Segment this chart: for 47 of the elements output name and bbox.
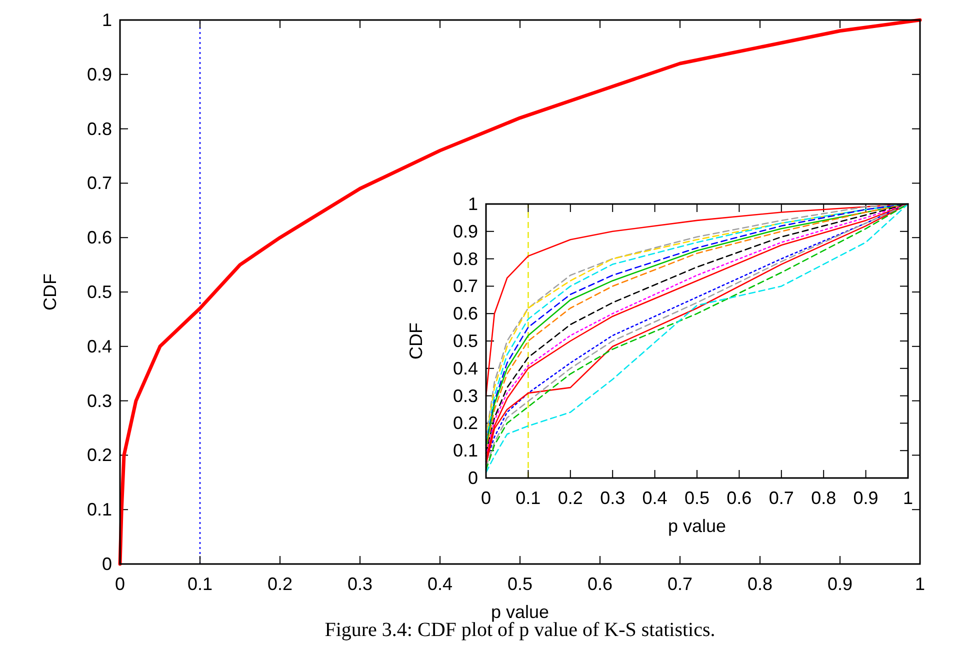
y-tick-label: 0.2: [86, 445, 112, 466]
y-tick-label: 0.4: [86, 336, 112, 356]
y-axis-title: CDF: [406, 322, 426, 360]
y-tick-label: 1: [102, 10, 112, 30]
y-tick-label: 0.5: [86, 282, 112, 302]
x-tick-label: 0.7: [768, 488, 794, 508]
y-tick-label: 0.6: [452, 304, 478, 324]
x-tick-label: 0.8: [811, 488, 836, 508]
x-tick-label: 0.3: [600, 488, 626, 508]
x-tick-label: 0.5: [507, 574, 533, 594]
x-tick-label: 0.9: [827, 574, 853, 594]
x-tick-label: 1: [914, 574, 926, 594]
y-tick-label: 0.3: [452, 386, 478, 406]
y-tick-label: 1: [468, 194, 478, 214]
y-tick-label: 0.9: [86, 64, 112, 84]
y-tick-label: 0.1: [452, 440, 478, 461]
x-axis-title: p value: [668, 516, 726, 536]
x-tick-label: 0.8: [747, 574, 773, 594]
x-tick-label: 0.2: [267, 574, 293, 594]
y-tick-label: 0: [468, 468, 478, 488]
y-tick-label: 0.5: [452, 331, 478, 351]
y-tick-label: 0.6: [86, 228, 112, 248]
x-tick-label: 0.1: [187, 574, 213, 594]
x-tick-label: 0.5: [684, 488, 710, 508]
x-tick-label: 0.9: [853, 488, 878, 508]
x-tick-label: 0.7: [667, 574, 693, 594]
x-tick-label: 0.3: [347, 574, 373, 594]
x-tick-label: 0.2: [558, 488, 583, 508]
x-axis-title: p value: [490, 602, 550, 622]
y-tick-label: 0.8: [452, 248, 478, 269]
x-tick-label: 0: [114, 574, 126, 594]
y-tick-label: 0.9: [452, 221, 478, 242]
y-tick-label: 0.4: [452, 358, 478, 378]
x-tick-label: 0: [480, 488, 492, 508]
y-tick-label: 0.7: [452, 276, 478, 296]
x-tick-label: 0.6: [587, 574, 613, 594]
x-tick-label: 0.6: [726, 488, 752, 508]
y-tick-label: 0.8: [86, 118, 112, 139]
y-tick-label: 0.7: [86, 173, 112, 194]
x-tick-label: 1: [902, 488, 914, 508]
y-tick-label: 0: [102, 554, 112, 574]
y-axis-title: CDF: [40, 274, 60, 310]
y-tick-label: 0.3: [86, 390, 112, 411]
x-tick-label: 0.4: [642, 488, 668, 508]
x-tick-label: 0.4: [427, 574, 453, 594]
x-tick-label: 0.1: [516, 488, 541, 508]
y-tick-label: 0.2: [452, 413, 478, 434]
